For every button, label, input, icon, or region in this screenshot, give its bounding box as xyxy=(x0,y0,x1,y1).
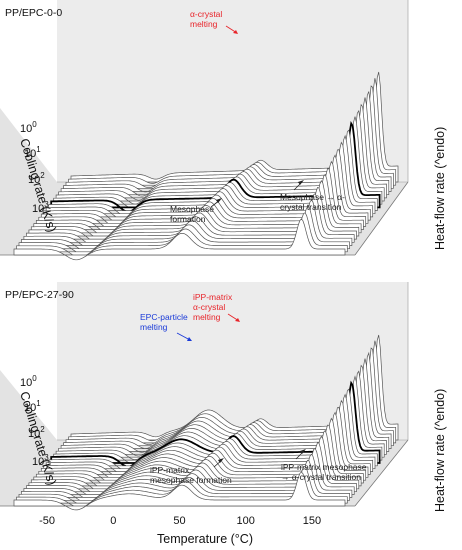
dsc-curve xyxy=(13,218,346,261)
annotation-arrowhead xyxy=(233,30,238,34)
x-tick-label: -50 xyxy=(39,515,55,527)
annotation-line: melting xyxy=(190,19,218,29)
annotation-matrix-mesophase-alpha-transition: iPP-matrix mesophase → α-crystal transit… xyxy=(281,462,369,482)
annotation-line: melting xyxy=(193,312,221,322)
annotation-line: iPP-matrix mesophase xyxy=(281,462,367,472)
annotation-line: iPP-matrix xyxy=(193,292,233,302)
panel-top-ytick-labels: 100 101 102 103 xyxy=(20,120,49,215)
y-tick-label: 102 xyxy=(28,425,45,440)
annotation-line: mesophase formation xyxy=(150,475,232,485)
annotation-matrix-alpha-crystal-melting: iPP-matrix α-crystal melting xyxy=(193,292,235,322)
panel-bottom-title: PP/EPC-27-90 xyxy=(5,289,74,301)
panel-top-curves xyxy=(13,71,399,261)
annotation-arrow xyxy=(176,332,191,341)
annotation-mesophase-formation: Mesophase formation xyxy=(170,204,216,224)
x-tick-label: 150 xyxy=(303,515,321,527)
annotation-line: α-crystal xyxy=(193,302,225,312)
y-tick-label: 102 xyxy=(28,171,45,186)
dsc-curve xyxy=(13,471,346,511)
y-tick-label: 101 xyxy=(24,145,41,160)
x-tick-labels: -50 0 50 100 150 xyxy=(39,515,321,527)
panel-top-back-wall xyxy=(57,0,408,182)
annotation-matrix-mesophase-formation: iPP-matrix mesophase formation xyxy=(150,465,232,485)
annotation-arrowhead xyxy=(218,458,224,463)
annotation-line: melting xyxy=(140,322,168,332)
annotation-line: Mesophase xyxy=(170,204,214,214)
annotation-line: formation xyxy=(170,214,206,224)
annotation-arrowhead xyxy=(300,449,306,454)
x-axis-label: Temperature (°C) xyxy=(157,532,253,546)
annotation-arrowhead xyxy=(235,318,240,322)
annotation-mesophase-alpha-transition: Mesophase → α- crystal transition xyxy=(280,192,347,212)
y-tick-label: 103 xyxy=(32,453,49,468)
y-tick-label: 103 xyxy=(32,200,49,215)
annotation-line: iPP-matrix xyxy=(150,465,190,475)
panel-top-floor-right-edge xyxy=(354,181,409,256)
annotation-arrowhead xyxy=(216,198,222,203)
y-tick-label: 100 xyxy=(20,120,37,135)
panel-top-zlabel: Heat-flow rate (^endo) xyxy=(433,127,447,250)
x-tick-label: 0 xyxy=(110,515,116,527)
y-tick-label: 101 xyxy=(24,399,41,414)
x-tick-label: 100 xyxy=(237,515,255,527)
panel-bottom-zlabel: Heat-flow rate (^endo) xyxy=(433,389,447,512)
annotation-arrowhead xyxy=(298,180,304,185)
annotation-epc-particle-melting: EPC-particle melting xyxy=(140,312,190,332)
x-tick-label: 50 xyxy=(173,515,185,527)
panel-top-title: PP/EPC-0-0 xyxy=(5,7,62,19)
annotation-arrowhead xyxy=(187,337,192,341)
annotation-line: → α-crystal transition xyxy=(281,472,361,482)
panel-bottom-back-wall xyxy=(57,282,408,440)
annotation-line: EPC-particle xyxy=(140,312,188,322)
annotation-alpha-crystal-melting: α-crystal melting xyxy=(190,9,225,29)
y-tick-label: 100 xyxy=(20,374,37,389)
annotation-line: α-crystal xyxy=(190,9,222,19)
annotation-line: crystal transition xyxy=(280,202,342,212)
annotation-line: Mesophase → α- xyxy=(280,192,345,202)
panel-bottom-curves xyxy=(13,334,399,511)
panel-bottom-floor-right-edge xyxy=(354,439,409,507)
panel-bottom-ytick-labels: 100 101 102 103 xyxy=(20,374,49,468)
